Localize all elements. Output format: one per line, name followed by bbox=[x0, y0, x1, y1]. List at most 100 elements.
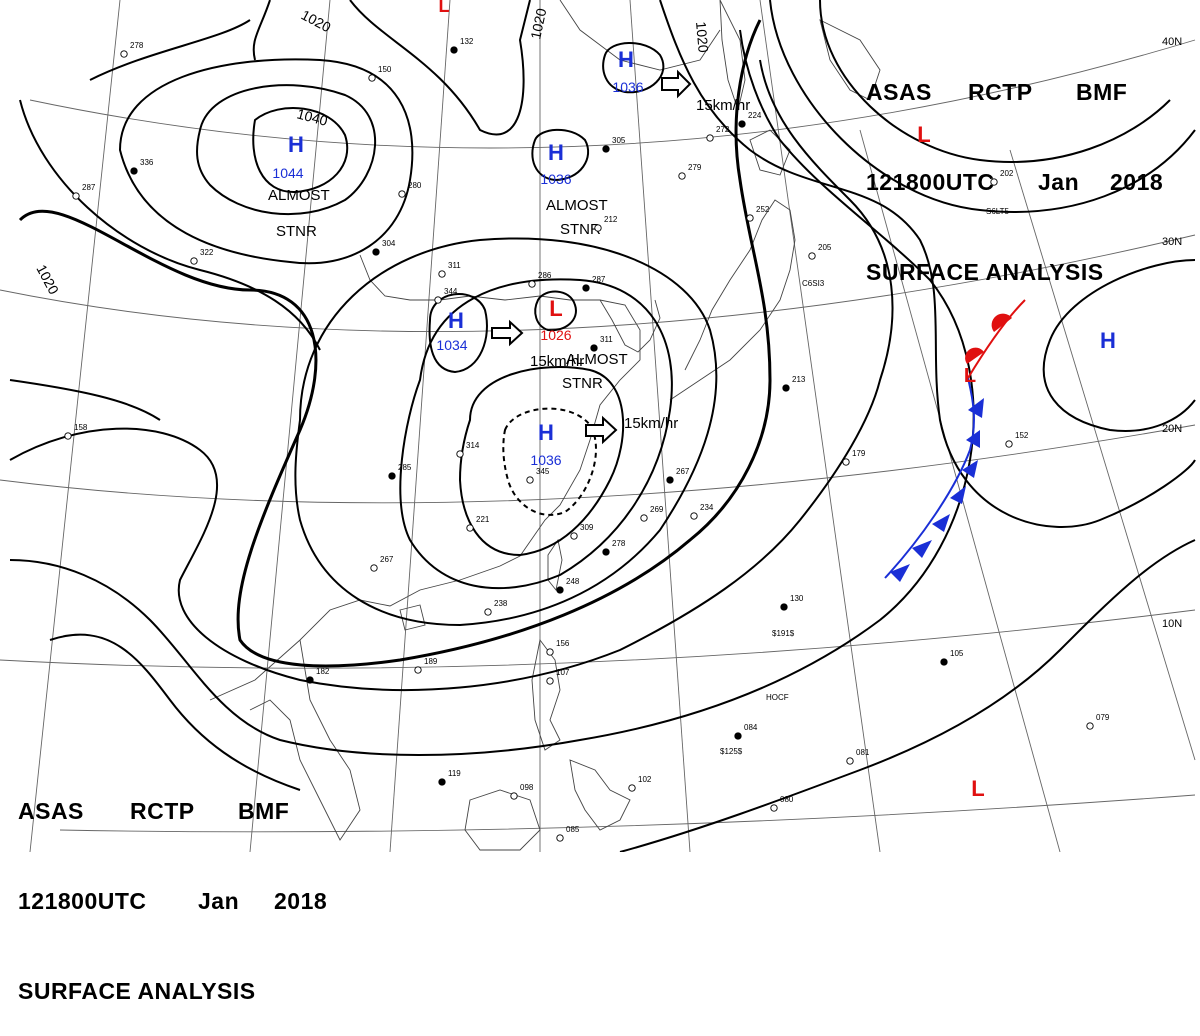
header-line-2: 121800UTC Jan 2018 bbox=[866, 167, 1163, 197]
station-plot: 279 bbox=[678, 163, 702, 180]
coastline-indochina bbox=[249, 639, 361, 841]
station-plot: 304 bbox=[372, 239, 396, 256]
station-pressure: 156 bbox=[556, 639, 570, 648]
station-pressure: 158 bbox=[74, 423, 88, 432]
coastline-hokkaido bbox=[749, 129, 791, 176]
station-circle bbox=[734, 732, 742, 740]
station-circle bbox=[438, 778, 446, 786]
front-triangle bbox=[968, 398, 984, 418]
coastline-okhotsk bbox=[559, 0, 721, 71]
station-circle bbox=[414, 666, 422, 674]
station-plot: 234 bbox=[690, 503, 714, 520]
station-pressure: 280 bbox=[408, 181, 422, 190]
isobar-1020-main bbox=[18, 19, 772, 668]
station-pressure: 224 bbox=[748, 111, 762, 120]
front-triangle bbox=[962, 460, 978, 478]
meridian-lines bbox=[29, 0, 1196, 852]
latitude-line bbox=[0, 609, 1196, 669]
low-pressure-center: L 1026 bbox=[540, 296, 571, 343]
station-circle bbox=[372, 248, 380, 256]
station-circle bbox=[1086, 722, 1094, 730]
station-plot: 280 bbox=[398, 181, 422, 198]
pressure-centers: H 1044 H 1036 H 1036 H 1034 H 1036 L 102… bbox=[272, 0, 1116, 801]
high-pressure-center: H 1036 bbox=[612, 47, 643, 95]
station-plot: 309 bbox=[570, 523, 594, 540]
station-plot: 286 bbox=[528, 271, 552, 288]
isobar-label: 1040 bbox=[295, 105, 329, 129]
front-triangle bbox=[890, 564, 910, 582]
station-pressure: 234 bbox=[700, 503, 714, 512]
station-pressure: 267 bbox=[676, 467, 690, 476]
header-code: BMF bbox=[238, 798, 290, 824]
isobar-high-1036-ne bbox=[602, 42, 665, 94]
station-plot: 098 bbox=[510, 783, 534, 800]
station-circle bbox=[590, 344, 598, 352]
coastline-hainan bbox=[399, 604, 426, 631]
header-top-right: ASAS RCTP BMF 121800UTC Jan 2018 SURFACE… bbox=[866, 17, 1163, 317]
station-circle bbox=[388, 472, 396, 480]
station-plot: 287 bbox=[582, 275, 606, 292]
station-plot: 269 bbox=[640, 505, 664, 522]
station-circle bbox=[690, 512, 698, 520]
isobar-ne-1 bbox=[819, 0, 1171, 163]
station-pressure: 098 bbox=[520, 783, 534, 792]
meridian-line bbox=[29, 0, 121, 852]
header-agency: ASAS bbox=[866, 79, 932, 105]
station-plot: 119 bbox=[438, 769, 461, 786]
station-plot: 152 bbox=[1005, 431, 1029, 448]
station-plot: 238 bbox=[484, 599, 508, 616]
station-pressure: 205 bbox=[818, 243, 832, 252]
center-letter: H bbox=[448, 308, 464, 333]
isobar-1016 bbox=[9, 59, 894, 691]
station-circle bbox=[72, 192, 80, 200]
station-pressure: 107 bbox=[556, 668, 570, 677]
station-circle bbox=[528, 280, 536, 288]
station-pressure: 267 bbox=[380, 555, 394, 564]
speed-label: 15km/hr bbox=[696, 97, 750, 114]
station-plot: 107 bbox=[546, 668, 570, 685]
coastline-borneo bbox=[464, 789, 541, 851]
center-letter: L bbox=[549, 296, 562, 321]
isobar-1034 bbox=[428, 293, 488, 373]
station-plots: 336 287 322 304 311 286 287 280 279 305 252 205 213 1… bbox=[64, 37, 1110, 842]
station-pressure: 079 bbox=[1096, 713, 1110, 722]
header-line-2: 121800UTC Jan 2018 bbox=[18, 886, 327, 916]
isobar-lower-1 bbox=[49, 633, 301, 791]
speed-label: 15km/hr bbox=[624, 415, 678, 432]
header-code: BMF bbox=[1076, 79, 1128, 105]
station-plot: 179 bbox=[842, 449, 866, 466]
isobar-label: 1020 bbox=[527, 7, 549, 41]
latitude-line bbox=[0, 424, 1196, 504]
center-value: 1036 bbox=[612, 79, 643, 95]
front-triangle bbox=[966, 430, 980, 448]
station-pressure: 085 bbox=[566, 825, 580, 834]
header-agency: ASAS bbox=[18, 798, 84, 824]
station-circle bbox=[368, 74, 376, 82]
ship-label: S6LT5 bbox=[986, 207, 1010, 216]
motion-arrow bbox=[585, 415, 618, 445]
station-pressure: 179 bbox=[852, 449, 866, 458]
meridian-line bbox=[1009, 149, 1196, 761]
station-plot: 272 bbox=[706, 125, 730, 142]
low-pressure-center: L bbox=[439, 0, 450, 16]
station-circle bbox=[746, 214, 754, 222]
isobar-1024 bbox=[294, 237, 718, 626]
station-plot: 150 bbox=[368, 65, 392, 82]
isobar-1012-e bbox=[659, 0, 1196, 528]
station-plot: 322 bbox=[190, 248, 214, 265]
station-pressure: 221 bbox=[476, 515, 490, 524]
station-pressure: 252 bbox=[756, 205, 770, 214]
station-pressure: 081 bbox=[856, 748, 870, 757]
isobar-1012 bbox=[9, 29, 975, 756]
motion-arrows bbox=[491, 69, 692, 445]
station-pressure: 287 bbox=[592, 275, 606, 284]
warm-front-semicircle bbox=[965, 347, 984, 364]
station-plot: 305 bbox=[602, 136, 626, 153]
station-pressure: 336 bbox=[140, 158, 154, 167]
station-circle bbox=[1005, 440, 1013, 448]
station-circle bbox=[780, 603, 788, 611]
header-source: RCTP bbox=[130, 798, 195, 824]
coastline-kamchatka bbox=[819, 19, 881, 101]
isobar-1036-north bbox=[196, 84, 377, 216]
isobar-w bbox=[9, 379, 161, 421]
